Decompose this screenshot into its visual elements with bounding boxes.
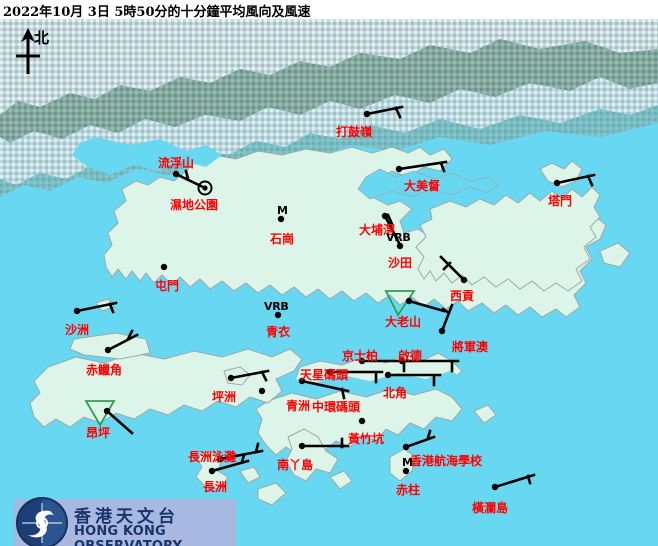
station-dot [553, 179, 561, 187]
station-label[interactable]: 沙田 [388, 256, 413, 270]
station-dot [258, 387, 266, 395]
station-dot [208, 467, 216, 475]
station-label[interactable]: 流浮山 [158, 156, 195, 170]
map-base-graphics [0, 19, 658, 546]
wind-barb-tseung-kwan-o [440, 303, 454, 333]
station-dot [402, 467, 410, 475]
wind-barb-chek-lap-kok [106, 329, 139, 352]
station-label[interactable]: 濕地公園 [170, 198, 219, 212]
station-label[interactable]: 大美督 [404, 179, 441, 193]
station-label[interactable]: 大埔滘 [359, 223, 396, 237]
wind-barb-tai-po-kau [383, 213, 402, 247]
wind-barb-central-pier [300, 379, 350, 400]
station-label[interactable]: 屯門 [155, 279, 180, 293]
station-dot [172, 170, 180, 178]
hko-logo: 香港天文台 HONG KONG OBSERVATORY [14, 497, 236, 546]
station-dot [395, 165, 403, 173]
station-dot [384, 371, 392, 379]
wind-barb-sea-school [404, 429, 436, 449]
station-label[interactable]: 將軍澳 [452, 340, 489, 354]
station-label[interactable]: 塔門 [548, 194, 573, 208]
station-dot [104, 346, 112, 354]
station-label[interactable]: 青衣 [266, 325, 291, 339]
station-dot [274, 311, 282, 319]
station-dot [298, 442, 306, 450]
station-dot [491, 483, 499, 491]
wind-barb-tap-mun [555, 173, 596, 187]
station-dot [326, 368, 334, 376]
wind-barb-cheung-chau-beach [218, 442, 264, 461]
station-dot-layer [73, 110, 561, 491]
station-dot [438, 327, 446, 335]
station-dot [277, 215, 285, 223]
station-label[interactable]: 北角 [383, 386, 408, 400]
wind-barb-ta-kwu-ling [365, 105, 404, 119]
wind-barb-waglan [493, 473, 536, 489]
wind-barb-layer [75, 105, 596, 489]
wind-barb-kai-tak [400, 359, 460, 373]
station-dot [103, 407, 111, 415]
wind-barb-tates-cairn [384, 290, 446, 317]
north-label: 北 [34, 29, 50, 47]
station-dot [460, 276, 468, 284]
station-label[interactable]: 赤鱲角 [86, 363, 123, 377]
station-dot [405, 297, 413, 305]
wind-barb-tai-mei-tuk [397, 160, 448, 173]
station-label[interactable]: 青洲 [286, 399, 311, 413]
station-label[interactable]: 南丫島 [277, 458, 314, 472]
wind-barb-star-ferry [328, 370, 384, 384]
selected-station-marker [197, 180, 213, 196]
wind-barb-peng-chau [229, 369, 270, 382]
missing-data-flag: M [277, 204, 288, 217]
wind-barb-sai-kung [439, 255, 466, 282]
missing-data-flag: M [402, 456, 413, 469]
station-label[interactable]: 香港航海學校 [410, 454, 483, 468]
station-dot [216, 455, 224, 463]
station-dot [73, 307, 81, 315]
station-label[interactable]: 沙洲 [65, 323, 90, 337]
logo-name-en: HONG KONG OBSERVATORY [74, 524, 182, 546]
station-dot [358, 417, 366, 425]
north-arrow: 北 [8, 24, 68, 80]
station-label[interactable]: 天星碼頭 [300, 368, 349, 382]
station-dot [398, 357, 406, 365]
station-label[interactable]: 黃竹坑 [348, 432, 385, 446]
station-label[interactable]: 石崗 [270, 232, 295, 246]
station-dot [396, 242, 404, 250]
variable-wind-flag: VRB [386, 231, 411, 244]
title-bar: 2022年10月 3日 5時50分的十分鐘平均風向及風速 [0, 0, 658, 20]
wind-barb-sha-chau [75, 301, 118, 314]
station-label[interactable]: 中環碼頭 [312, 400, 361, 414]
station-label[interactable]: 啟德 [398, 349, 423, 363]
wind-barb-north-point [386, 373, 442, 387]
page-title: 2022年10月 3日 5時50分的十分鐘平均風向及風速 [3, 5, 311, 20]
station-label[interactable]: 長洲泳灘 [188, 450, 237, 464]
station-dot [358, 357, 366, 365]
station-dot [227, 374, 235, 382]
station-label[interactable]: 京士柏 [342, 349, 379, 363]
station-label[interactable]: 大老山 [385, 315, 422, 329]
station-dot [298, 377, 306, 385]
station-label[interactable]: 打鼓嶺 [336, 125, 373, 139]
hko-emblem-icon [16, 497, 68, 546]
wind-barb-lamma [300, 437, 350, 449]
station-dot [363, 110, 371, 118]
station-label[interactable]: 長洲 [203, 480, 228, 494]
map-canvas[interactable]: 北 打鼓嶺流浮山濕地公園 大美督塔門石崗 M 大埔滘沙田 VRB 屯門西貢沙洲 大老山青衣 V… [0, 19, 658, 546]
variable-wind-flag: VRB [264, 300, 289, 313]
station-dot [402, 443, 410, 451]
station-label[interactable]: 坪洲 [212, 390, 237, 404]
station-label[interactable]: 赤柱 [396, 483, 421, 497]
logo-name-zh: 香港天文台 [74, 507, 179, 527]
north-arrow-icon [16, 28, 40, 74]
station-dot [160, 263, 168, 271]
station-dot [381, 212, 389, 220]
station-label[interactable]: 昂坪 [86, 426, 111, 440]
station-label[interactable]: 橫瀾島 [472, 501, 509, 515]
station-label[interactable]: 西貢 [450, 289, 475, 303]
wind-barb-cheung-chau [210, 453, 250, 473]
